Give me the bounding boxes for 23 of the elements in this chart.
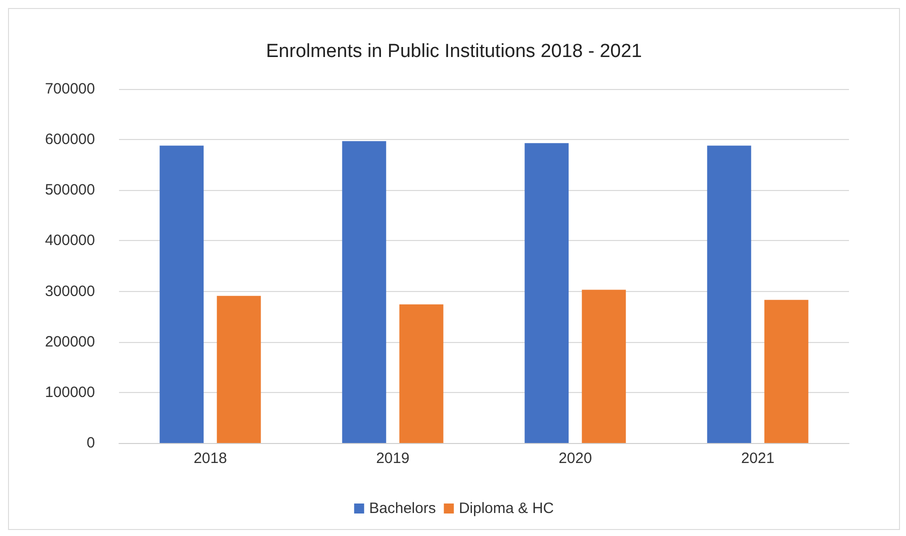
bar <box>399 304 444 443</box>
x-tick-label: 2019 <box>376 450 410 467</box>
x-tick-label: 2020 <box>558 450 592 467</box>
bar <box>707 146 752 443</box>
bar <box>216 296 261 443</box>
x-tick-label: 2021 <box>741 450 774 467</box>
y-tick-label: 100000 <box>44 384 95 401</box>
x-tick-label: 2018 <box>194 450 227 467</box>
y-tick-label: 0 <box>86 434 95 452</box>
y-tick-label: 300000 <box>44 282 95 300</box>
bar <box>764 300 808 443</box>
y-tick-label: 600000 <box>44 131 95 148</box>
legend-label: Diploma & HC <box>458 500 554 517</box>
legend-label: Bachelors <box>369 500 436 517</box>
y-tick-label: 400000 <box>44 232 95 250</box>
chart-title: Enrolments in Public Institutions 2018 - 2021 <box>266 41 642 62</box>
bar <box>582 290 626 443</box>
y-tick-label: 700000 <box>44 80 95 98</box>
bar <box>160 146 204 443</box>
bar <box>524 143 569 443</box>
y-tick-label: 200000 <box>44 333 95 350</box>
y-tick-label: 500000 <box>44 182 95 199</box>
bar <box>342 141 386 443</box>
